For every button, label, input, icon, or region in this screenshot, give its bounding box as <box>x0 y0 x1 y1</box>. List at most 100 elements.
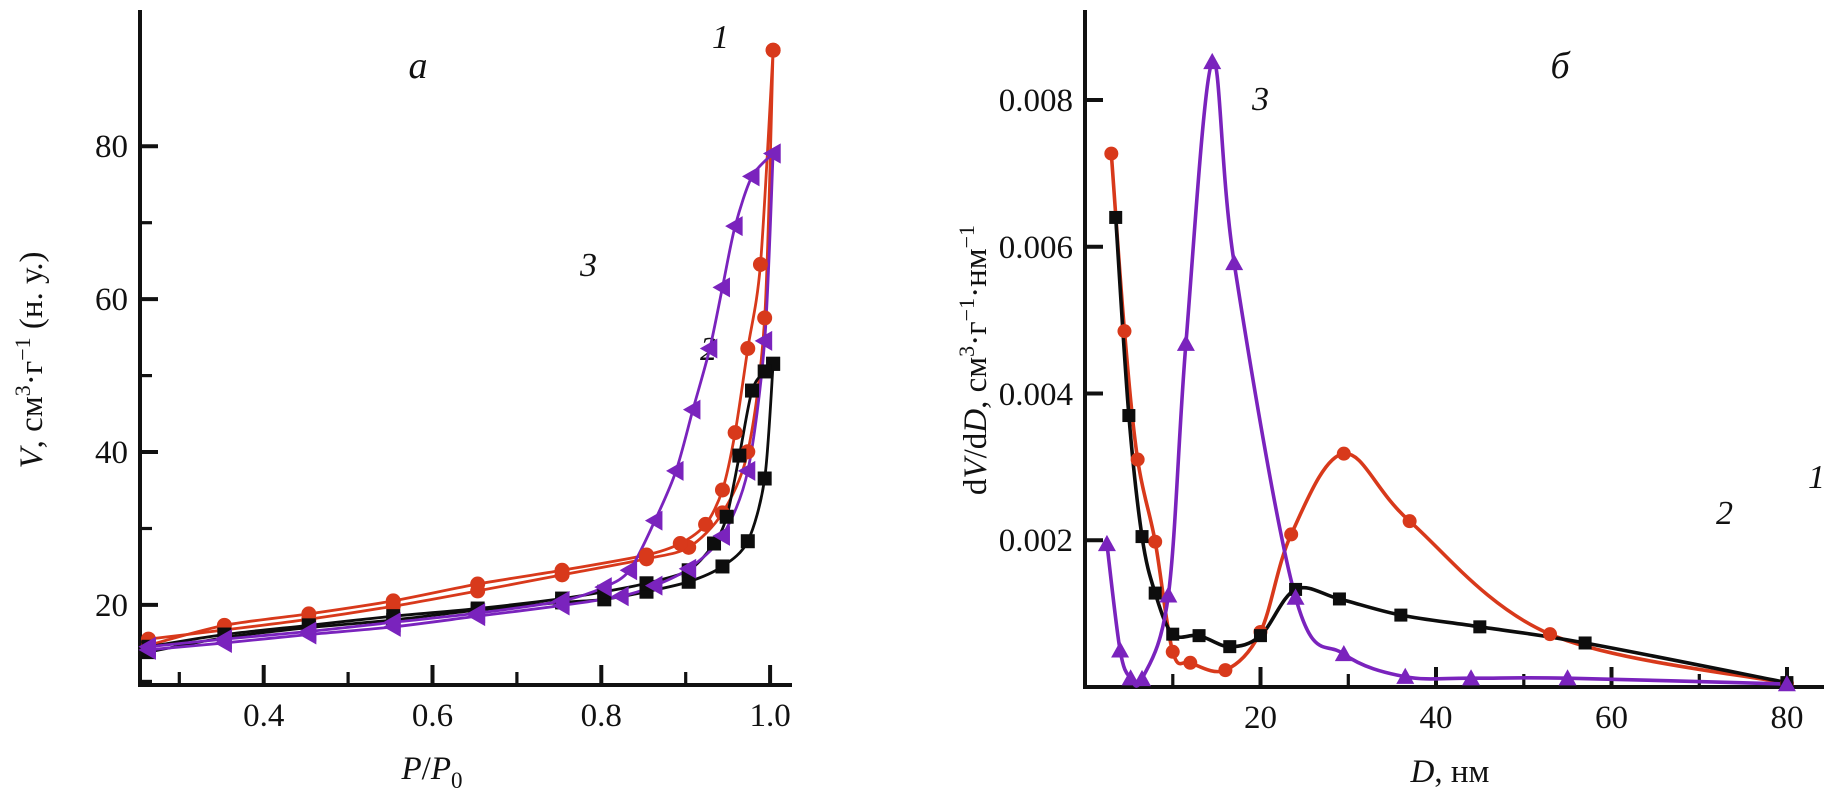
panel-b: 0.002 0.004 0.006 0.008 20 40 60 80 D, н… <box>800 0 1830 810</box>
x-ticklabel-b-1: 40 <box>1420 700 1453 736</box>
y-axis-title-a: V, см3·г−1 (н. у.) <box>10 252 50 469</box>
data-point-triangle-left <box>138 636 156 657</box>
data-point-triangle-up <box>1176 334 1195 351</box>
data-point-square <box>1253 629 1267 643</box>
data-point-triangle-up <box>1225 253 1244 271</box>
data-point-triangle-left <box>712 525 730 546</box>
data-point-triangle-up <box>1286 588 1305 605</box>
x-ticklabel-a-2: 0.8 <box>581 698 622 734</box>
data-point-square <box>1109 210 1123 224</box>
panel-b-svg: 0.002 0.004 0.006 0.008 20 40 60 80 D, н… <box>954 10 1825 790</box>
data-point-triangle-left <box>737 460 756 481</box>
data-point-triangle-left <box>383 612 401 633</box>
axis-lines-a <box>138 10 792 687</box>
y-ticklabel-b-3: 0.008 <box>999 83 1073 119</box>
x-ticklabel-a-3: 1.0 <box>749 698 790 734</box>
series-line <box>147 48 775 647</box>
data-point-square <box>1148 586 1162 600</box>
data-point-triangle-left <box>467 603 486 624</box>
curve-label-a-3: 3 <box>579 247 597 284</box>
data-point-square <box>1223 640 1237 654</box>
series-line <box>147 152 775 652</box>
data-point-circle <box>698 516 714 532</box>
data-point-triangle-up <box>1111 641 1130 658</box>
data-point-triangle-left <box>742 166 760 187</box>
panel-b-data <box>1097 52 1796 692</box>
y-ticklabel-b-0: 0.002 <box>999 523 1073 559</box>
data-point-circle <box>638 547 654 563</box>
data-point-circle <box>1543 627 1558 642</box>
data-point-triangle-left <box>678 558 697 579</box>
x-axis-title-a: P/P0 <box>400 751 462 793</box>
data-point-triangle-up <box>1396 667 1415 684</box>
data-point-square <box>707 536 722 551</box>
curve-label-b-3: 3 <box>1251 81 1269 118</box>
data-point-circle <box>301 606 317 622</box>
curve-label-b-1: 1 <box>1808 459 1825 496</box>
data-point-triangle-up <box>1777 675 1796 692</box>
data-point-triangle-left <box>594 577 612 598</box>
data-point-triangle-left <box>644 575 663 596</box>
y-ticklabel-b-2: 0.006 <box>999 230 1073 266</box>
y-ticklabel-a-2: 60 <box>95 282 128 318</box>
data-point-circle <box>1130 452 1145 467</box>
data-point-square <box>1332 592 1346 606</box>
data-point-circle <box>1104 146 1119 161</box>
y-ticklabel-a-0: 20 <box>95 588 128 624</box>
x-ticklabel-b-2: 60 <box>1595 700 1628 736</box>
y-ticklabel-b-1: 0.004 <box>999 377 1073 413</box>
data-point-triangle-left <box>682 399 701 420</box>
series-line <box>1113 215 1789 685</box>
data-point-triangle-left <box>298 621 317 642</box>
x-ticklabel-a-1: 0.6 <box>412 698 453 734</box>
series-line <box>147 362 775 649</box>
panel-a-svg: 20 40 60 80 0.4 0.6 0.8 1.0 P/P0 V, см3·… <box>10 10 792 793</box>
data-point-square <box>1394 608 1408 622</box>
data-point-triangle-up <box>1203 52 1222 70</box>
data-point-triangle-left <box>552 590 570 611</box>
data-point-circle <box>672 536 688 552</box>
y-ticklabel-a-3: 80 <box>95 129 128 165</box>
data-point-triangle-left <box>763 143 781 164</box>
data-point-triangle-left <box>611 586 629 607</box>
data-point-circle <box>765 42 781 58</box>
data-point-circle <box>470 576 486 592</box>
data-point-square <box>732 448 747 463</box>
data-point-triangle-left <box>712 277 730 298</box>
data-point-circle <box>1117 324 1132 339</box>
data-point-circle <box>554 562 570 578</box>
x-axis-title-b: D, нм <box>1410 754 1490 790</box>
data-point-square <box>757 471 772 486</box>
panel-letter-b: б <box>1550 45 1571 87</box>
data-point-square <box>715 559 730 574</box>
data-point-square <box>745 383 760 398</box>
data-point-triangle-up <box>1334 644 1353 662</box>
y-ticklabel-a-1: 40 <box>95 435 128 471</box>
data-point-triangle-up <box>1159 586 1178 603</box>
data-point-square <box>757 364 772 379</box>
data-point-circle <box>752 256 768 272</box>
data-point-square <box>681 574 696 589</box>
data-point-circle <box>1284 527 1299 542</box>
y-axis-title-b: dV/dD, см3·г−1·нм−1 <box>954 225 994 495</box>
series-line <box>1109 151 1789 686</box>
data-point-circle <box>1218 663 1233 678</box>
panel-letter-a: а <box>409 45 428 87</box>
data-point-triangle-up <box>1133 669 1152 687</box>
data-point-triangle-up <box>1558 669 1577 686</box>
data-point-triangle-left <box>699 338 718 359</box>
series-line <box>1105 59 1789 688</box>
data-point-square <box>740 534 755 549</box>
data-point-square <box>719 509 734 524</box>
data-point-triangle-up <box>1462 669 1481 686</box>
data-point-circle <box>1165 644 1180 659</box>
x-ticklabel-b-0: 20 <box>1244 700 1277 736</box>
panel-a: 20 40 60 80 0.4 0.6 0.8 1.0 P/P0 V, см3·… <box>0 0 800 810</box>
panel-b-axes <box>1083 10 1824 689</box>
data-point-square <box>1192 629 1206 643</box>
data-point-triangle-left <box>214 629 232 650</box>
data-point-triangle-left <box>754 330 773 351</box>
data-point-square <box>1578 636 1592 650</box>
data-point-triangle-up <box>1121 669 1140 686</box>
